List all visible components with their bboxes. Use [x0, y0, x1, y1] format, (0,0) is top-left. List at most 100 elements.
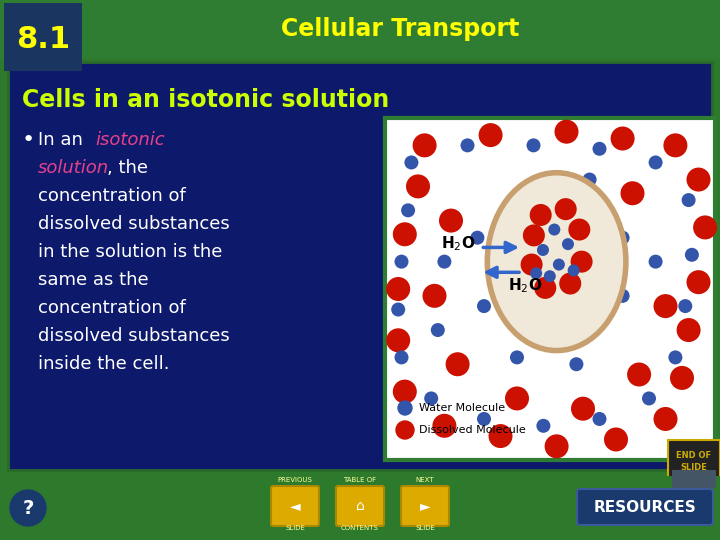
- Text: •: •: [22, 130, 35, 150]
- Text: ?: ?: [22, 500, 34, 518]
- Circle shape: [479, 123, 503, 147]
- Bar: [4, 3, 82, 71]
- Ellipse shape: [487, 173, 626, 350]
- Text: NEXT: NEXT: [415, 477, 434, 483]
- Text: SLIDE: SLIDE: [415, 525, 435, 531]
- Bar: [0, 476, 720, 540]
- Circle shape: [568, 219, 590, 240]
- Circle shape: [604, 428, 628, 451]
- Circle shape: [536, 419, 550, 433]
- Circle shape: [686, 167, 711, 192]
- Circle shape: [544, 270, 556, 282]
- Circle shape: [693, 215, 717, 239]
- Circle shape: [438, 255, 451, 268]
- Circle shape: [559, 273, 581, 294]
- Circle shape: [549, 224, 560, 235]
- Circle shape: [413, 133, 436, 157]
- Circle shape: [530, 267, 542, 279]
- Circle shape: [386, 328, 410, 352]
- Circle shape: [621, 181, 644, 205]
- Circle shape: [393, 380, 417, 403]
- Circle shape: [391, 302, 405, 316]
- Circle shape: [616, 231, 629, 245]
- Circle shape: [570, 357, 583, 371]
- Circle shape: [488, 424, 513, 448]
- Circle shape: [686, 270, 711, 294]
- Circle shape: [406, 174, 430, 198]
- FancyBboxPatch shape: [8, 62, 712, 470]
- Circle shape: [682, 193, 696, 207]
- Text: In an: In an: [38, 131, 89, 149]
- Circle shape: [616, 289, 629, 303]
- Circle shape: [461, 138, 474, 152]
- Circle shape: [395, 255, 408, 268]
- Circle shape: [534, 277, 557, 299]
- Circle shape: [470, 231, 485, 245]
- Circle shape: [405, 156, 418, 170]
- Circle shape: [386, 277, 410, 301]
- Circle shape: [431, 323, 445, 337]
- Circle shape: [663, 133, 688, 157]
- Text: concentration of: concentration of: [38, 187, 186, 205]
- Circle shape: [654, 407, 678, 431]
- Circle shape: [537, 244, 549, 256]
- Circle shape: [446, 352, 469, 376]
- Text: 8.1: 8.1: [16, 25, 70, 55]
- Text: END OF: END OF: [676, 451, 711, 461]
- Text: isotonic: isotonic: [95, 131, 165, 149]
- Circle shape: [544, 434, 569, 458]
- FancyBboxPatch shape: [271, 486, 319, 526]
- Circle shape: [582, 173, 597, 186]
- Circle shape: [571, 397, 595, 421]
- Circle shape: [670, 366, 694, 390]
- Text: dissolved substances: dissolved substances: [38, 327, 230, 345]
- Text: Cells in an isotonic solution: Cells in an isotonic solution: [22, 88, 390, 112]
- Text: same as the: same as the: [38, 271, 148, 289]
- Text: TABLE OF: TABLE OF: [343, 477, 377, 483]
- Circle shape: [562, 238, 574, 250]
- Bar: [0, 0, 720, 58]
- Text: RESOURCES: RESOURCES: [593, 501, 696, 516]
- Circle shape: [477, 299, 491, 313]
- Circle shape: [510, 350, 524, 365]
- Text: Water Molecule: Water Molecule: [419, 403, 505, 413]
- Circle shape: [423, 284, 446, 308]
- Circle shape: [395, 350, 408, 365]
- Circle shape: [393, 222, 417, 246]
- Text: CONTENTS: CONTENTS: [341, 525, 379, 531]
- Bar: [668, 440, 720, 492]
- Bar: [385, 118, 715, 460]
- FancyBboxPatch shape: [336, 486, 384, 526]
- Text: H$_2$O: H$_2$O: [508, 276, 542, 295]
- Circle shape: [654, 294, 678, 318]
- Text: solution: solution: [38, 159, 109, 177]
- Circle shape: [668, 350, 683, 365]
- Circle shape: [553, 259, 565, 271]
- Text: inside the cell.: inside the cell.: [38, 355, 169, 373]
- Circle shape: [526, 138, 541, 152]
- Circle shape: [678, 299, 693, 313]
- Circle shape: [554, 198, 577, 220]
- Circle shape: [10, 490, 46, 526]
- Circle shape: [627, 362, 651, 387]
- Text: Dissolved Molecule: Dissolved Molecule: [419, 425, 526, 435]
- Circle shape: [593, 412, 606, 426]
- Circle shape: [521, 254, 543, 275]
- Circle shape: [554, 120, 578, 144]
- Text: dissolved substances: dissolved substances: [38, 215, 230, 233]
- Text: H$_2$O: H$_2$O: [441, 234, 475, 253]
- Circle shape: [433, 414, 456, 438]
- Circle shape: [439, 208, 463, 233]
- Circle shape: [649, 156, 662, 170]
- FancyBboxPatch shape: [577, 489, 713, 525]
- Text: PREVIOUS: PREVIOUS: [278, 477, 312, 483]
- Circle shape: [649, 255, 662, 268]
- Bar: [672, 470, 716, 488]
- Text: concentration of: concentration of: [38, 299, 186, 317]
- Text: ⌂: ⌂: [356, 499, 364, 513]
- Circle shape: [505, 387, 529, 410]
- Text: ►: ►: [420, 499, 431, 513]
- Circle shape: [593, 142, 606, 156]
- Circle shape: [567, 265, 580, 276]
- Circle shape: [396, 421, 414, 439]
